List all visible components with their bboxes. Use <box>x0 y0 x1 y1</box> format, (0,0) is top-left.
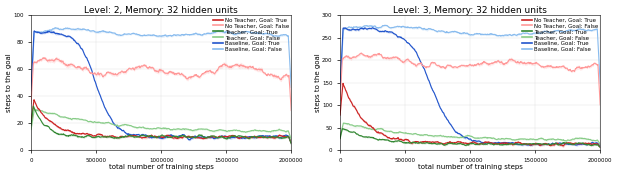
Title: Level: 3, Memory: 32 hidden units: Level: 3, Memory: 32 hidden units <box>393 6 547 15</box>
Y-axis label: steps to the goal: steps to the goal <box>6 54 12 112</box>
Y-axis label: steps to the goal: steps to the goal <box>315 54 321 112</box>
Legend: No Teacher, Goal: True, No Teacher, Goal: False, Teacher, Goal: True, Teacher, G: No Teacher, Goal: True, No Teacher, Goal… <box>211 16 290 53</box>
Title: Level: 2, Memory: 32 hidden units: Level: 2, Memory: 32 hidden units <box>84 6 238 15</box>
X-axis label: total number of training steps: total number of training steps <box>109 164 214 170</box>
X-axis label: total number of training steps: total number of training steps <box>418 164 523 170</box>
Legend: No Teacher, Goal: True, No Teacher, Goal: False, Teacher, Goal: True, Teacher, G: No Teacher, Goal: True, No Teacher, Goal… <box>520 16 599 53</box>
